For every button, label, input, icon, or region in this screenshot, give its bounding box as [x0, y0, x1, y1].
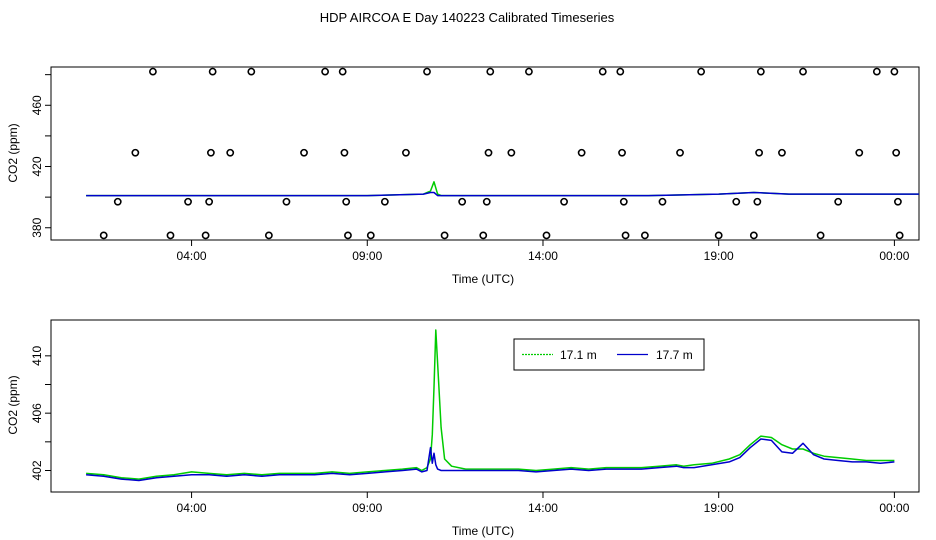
top-marker-point [99, 231, 108, 240]
top-marker-point [149, 67, 157, 76]
top-marker-point [264, 231, 273, 240]
top-marker-point [321, 67, 330, 76]
top-marker-point [895, 231, 904, 240]
top-marker-point [342, 197, 351, 206]
bottom-x-tick-label: 09:00 [352, 501, 382, 515]
bottom-x-tick-label: 14:00 [528, 501, 558, 515]
top-series-line-1 [86, 191, 919, 197]
bottom-series-line-1 [86, 438, 895, 482]
top-marker-point [894, 197, 902, 206]
top-tick-group: 04:00 09:00 14:00 19:00 00:00 380 420 460 [30, 74, 910, 263]
bottom-x-tick-label: 04:00 [177, 501, 207, 515]
top-marker-point [855, 148, 864, 157]
top-y-tick-label: 380 [30, 217, 44, 237]
top-marker-point [282, 197, 291, 206]
bottom-plot-frame [50, 319, 920, 493]
top-marker-point [560, 197, 568, 206]
legend-label-17-1: 17.1 m [560, 348, 597, 362]
top-marker-point [402, 148, 410, 157]
panel-top: 04:00 09:00 14:00 19:00 00:00 380 420 460 Time … [6, 66, 920, 286]
top-marker-point [749, 231, 758, 240]
bottom-x-axis-label: Time (UTC) [452, 524, 514, 538]
top-x-tick-label: 09:00 [352, 249, 382, 263]
top-marker-point [440, 231, 449, 240]
top-marker-point [676, 148, 684, 157]
bottom-tick-group: 04:00 09:00 14:00 19:00 00:00 402 406 410 [30, 346, 910, 515]
top-marker-point [732, 197, 741, 206]
top-marker-point [619, 197, 628, 206]
top-y-tick-label: 460 [30, 95, 44, 115]
top-marker-point [756, 67, 765, 76]
top-marker-point [542, 231, 551, 240]
top-marker-point [697, 67, 706, 76]
bottom-series-line-0 [86, 329, 895, 480]
top-x-tick-label: 04:00 [177, 249, 207, 263]
top-marker-point [658, 197, 667, 206]
figure-title: HDP AIRCOA E Day 140223 Calibrated Times… [320, 10, 615, 25]
top-y-tick-label: 420 [30, 156, 44, 176]
top-marker-point [778, 148, 786, 157]
top-marker-point [201, 231, 210, 240]
top-marker-point [458, 197, 467, 206]
top-marker-point [338, 67, 347, 76]
bottom-series-group [86, 329, 895, 482]
top-marker-point [892, 148, 901, 157]
top-marker-point [799, 67, 807, 76]
legend: 17.1 m 17.7 m [513, 338, 705, 371]
top-marker-point [890, 67, 899, 76]
top-marker-point [834, 197, 843, 206]
top-marker-point [226, 148, 235, 157]
top-marker-point [755, 148, 764, 157]
top-marker-point [205, 197, 214, 206]
bottom-y-tick-label: 402 [30, 460, 44, 480]
panel-bottom: 04:00 09:00 14:00 19:00 00:00 402 406 410 Time … [6, 319, 920, 538]
top-marker-point [598, 67, 607, 76]
top-marker-point [184, 197, 192, 206]
legend-box [513, 338, 705, 371]
top-marker-point [507, 148, 516, 157]
top-marker-point [247, 67, 256, 76]
top-marker-point [131, 148, 140, 157]
top-marker-point [479, 231, 488, 240]
top-x-tick-label: 19:00 [704, 249, 734, 263]
top-marker-point [206, 148, 215, 157]
top-marker-point [618, 148, 626, 157]
top-series-group [86, 181, 919, 197]
top-marker-point [714, 231, 723, 240]
top-marker-point [344, 231, 352, 240]
top-x-tick-label: 00:00 [879, 249, 909, 263]
top-marker-point [816, 231, 825, 240]
top-marker-point [486, 67, 495, 76]
top-marker-point [482, 197, 491, 206]
top-marker-point [484, 148, 493, 157]
top-marker-point [208, 67, 217, 76]
bottom-y-axis-label: CO2 (ppm) [6, 375, 20, 434]
top-marker-point [525, 67, 533, 76]
bottom-x-tick-label: 00:00 [879, 501, 909, 515]
top-marker-point [577, 148, 586, 157]
top-marker-point [753, 197, 762, 206]
top-marker-point [340, 148, 349, 157]
top-marker-point [872, 67, 881, 76]
top-marker-point [366, 231, 375, 240]
top-x-tick-label: 14:00 [528, 249, 558, 263]
top-marker-point [621, 231, 630, 240]
legend-label-17-7: 17.7 m [656, 348, 693, 362]
top-markers-group [99, 67, 904, 240]
top-y-axis-label: CO2 (ppm) [6, 123, 20, 182]
top-marker-point [616, 67, 625, 76]
top-marker-point [300, 148, 308, 157]
bottom-x-tick-label: 19:00 [704, 501, 734, 515]
bottom-y-tick-label: 406 [30, 403, 44, 423]
top-x-axis-label: Time (UTC) [452, 272, 514, 286]
top-marker-point [423, 67, 431, 76]
top-marker-point [640, 231, 649, 240]
top-marker-point [380, 197, 389, 206]
top-plot-frame [50, 66, 920, 241]
top-marker-point [166, 231, 175, 240]
top-marker-point [113, 197, 122, 206]
bottom-y-tick-label: 410 [30, 346, 44, 366]
